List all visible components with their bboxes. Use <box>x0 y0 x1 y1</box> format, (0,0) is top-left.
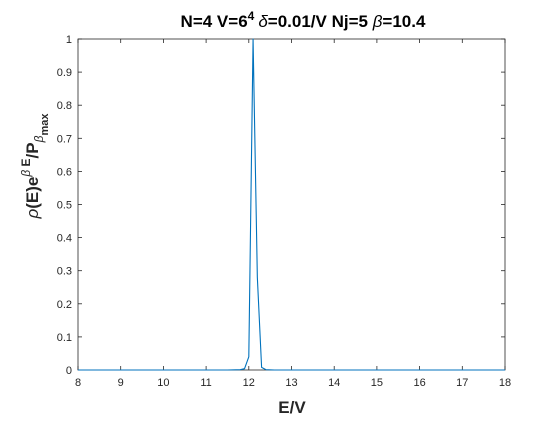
title-delta-symbol: δ <box>258 12 268 31</box>
y-ticks: 0 0.1 0.2 0.3 0.4 0.5 0.6 0.7 0.8 0.9 1 <box>57 34 505 377</box>
plot-area <box>77 38 506 371</box>
y-tick-label: 0.7 <box>57 133 72 145</box>
y-label-tail: /P <box>23 142 42 158</box>
y-label-sub-max: max <box>39 113 51 136</box>
title-delta-rest: =0.01/V Nj=5 <box>268 12 373 31</box>
y-axis-label: ρ(E)eβ E/Pβmax <box>19 113 51 220</box>
y-tick-label: 0.6 <box>57 166 72 178</box>
y-tick-label: 0.3 <box>57 266 72 278</box>
x-tick-label: 12 <box>243 377 255 389</box>
x-tick-label: 10 <box>157 377 169 389</box>
y-tick-label: 0 <box>66 365 72 377</box>
y-label-exp-beta: β <box>19 170 33 178</box>
x-tick-label: 13 <box>285 377 297 389</box>
x-tick-label: 8 <box>75 377 81 389</box>
x-axis-label: E/V <box>278 398 306 417</box>
x-tick-label: 15 <box>371 377 383 389</box>
x-tick-label: 17 <box>456 377 468 389</box>
y-tick-label: 0.2 <box>57 299 72 311</box>
x-tick-label: 18 <box>499 377 511 389</box>
chart-title: N=4 V=64 δ=0.01/V Nj=5 β=10.4 <box>181 9 426 31</box>
y-label-base: (E)e <box>23 177 42 209</box>
y-tick-label: 1 <box>66 34 72 46</box>
y-label-sub-beta: β <box>32 135 46 143</box>
y-tick-label: 0.1 <box>57 332 72 344</box>
y-tick-label: 0.8 <box>57 100 72 112</box>
x-tick-label: 16 <box>413 377 425 389</box>
x-tick-label: 11 <box>200 377 211 389</box>
title-power: 4 <box>248 9 255 23</box>
title-beta-rest: =10.4 <box>382 12 426 31</box>
x-tick-label: 14 <box>328 377 340 389</box>
x-ticks: 8 9 10 11 12 13 14 15 16 17 18 <box>75 39 511 389</box>
y-tick-label: 0.5 <box>57 200 72 212</box>
series-line <box>78 38 505 371</box>
y-tick-label: 0.4 <box>57 233 72 245</box>
y-tick-label: 0.9 <box>57 67 72 79</box>
series-layer <box>78 38 505 371</box>
title-prefix: N=4 V=6 <box>181 12 248 31</box>
y-label-rho: ρ <box>23 209 42 220</box>
x-tick-label: 9 <box>118 377 124 389</box>
title-beta-symbol: β <box>372 12 383 31</box>
y-label-exp-rest: E <box>19 158 33 169</box>
